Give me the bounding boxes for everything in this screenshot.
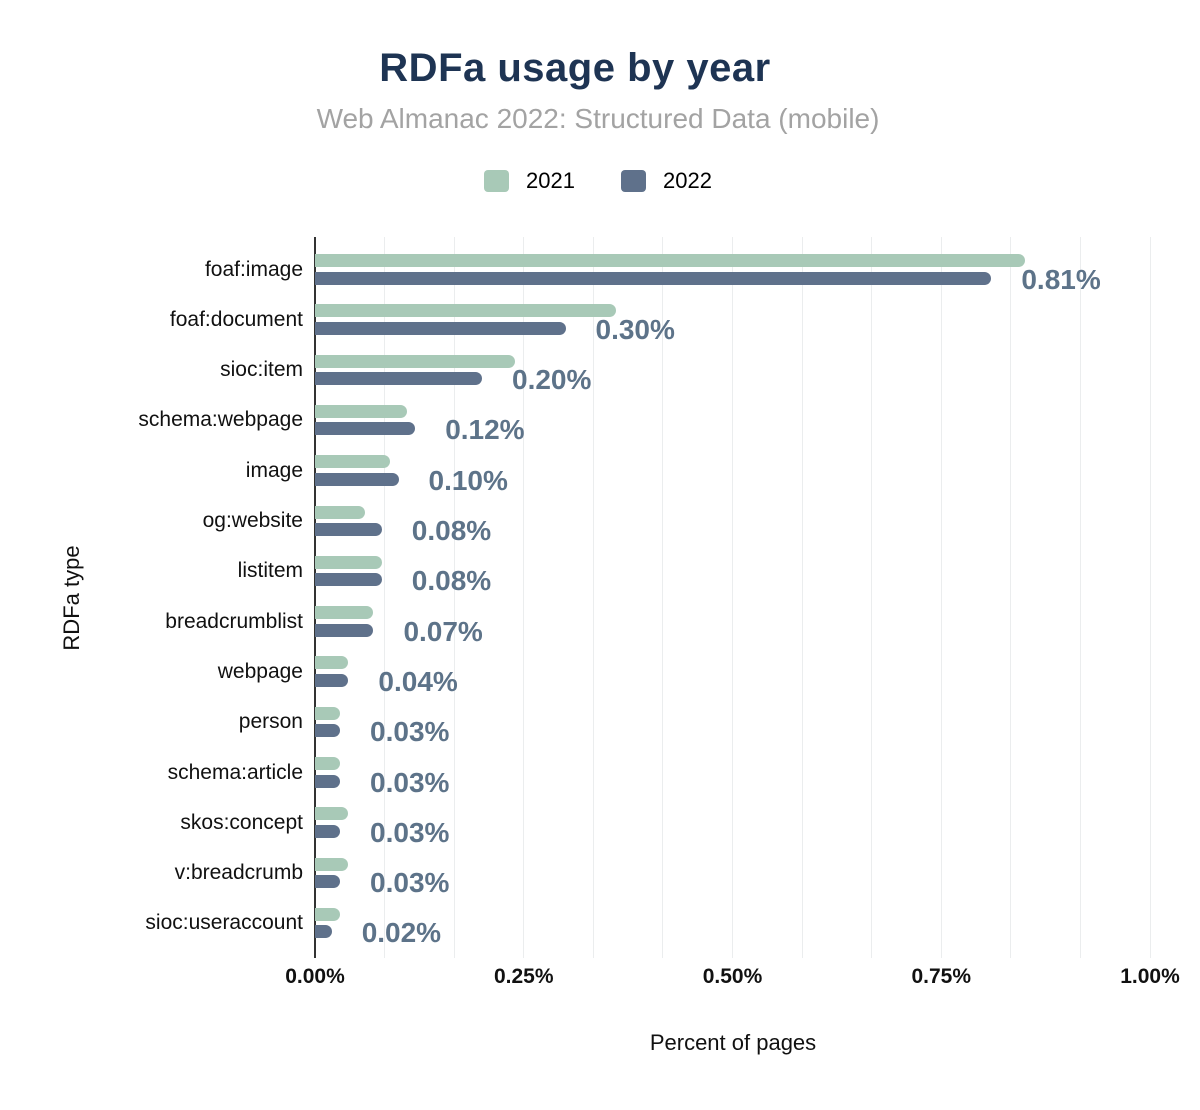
gridline bbox=[523, 237, 525, 958]
legend-item-2022[interactable]: 2022 bbox=[621, 168, 712, 194]
category-label: schema:webpage bbox=[138, 408, 303, 432]
bar-2021-foaf:image[interactable] bbox=[315, 254, 1025, 267]
value-label: 0.20% bbox=[512, 364, 592, 396]
bar-2021-schema:webpage[interactable] bbox=[315, 404, 407, 418]
category-label: sioc:useraccount bbox=[145, 911, 303, 935]
category-label: v:breadcrumb bbox=[174, 861, 303, 885]
gridline bbox=[384, 237, 386, 958]
legend-label-2022: 2022 bbox=[663, 168, 712, 193]
bar-2022-sioc:item[interactable] bbox=[315, 372, 482, 386]
gridline bbox=[732, 237, 733, 958]
category-label: listitem bbox=[237, 559, 303, 583]
x-tick-label: 1.00% bbox=[1120, 965, 1180, 988]
chart-subtitle: Web Almanac 2022: Structured Data (mobil… bbox=[316, 103, 880, 134]
value-label: 0.81% bbox=[1021, 263, 1101, 295]
bar-2022-skos:concept[interactable] bbox=[315, 824, 341, 838]
bar-2021-breadcrumblist[interactable] bbox=[315, 606, 374, 620]
value-label: 0.10% bbox=[428, 464, 508, 496]
bar-2022-og:website[interactable] bbox=[315, 523, 382, 536]
bar-2022-webpage[interactable] bbox=[315, 673, 349, 687]
bar-2021-listitem[interactable] bbox=[315, 555, 382, 569]
bar-2021-schema:article[interactable] bbox=[315, 757, 341, 770]
gridline bbox=[940, 237, 942, 958]
bar-2022-person[interactable] bbox=[315, 724, 341, 738]
gridline bbox=[1079, 237, 1081, 958]
category-label: foaf:document bbox=[169, 307, 303, 331]
plot-area: 0.81% 0.30% 0.20% 0.12% 0.10% 0.08% 0.08% 0.07%… bbox=[314, 237, 1151, 958]
category-label: webpage bbox=[217, 659, 303, 683]
bar-2021-sioc:item[interactable] bbox=[315, 354, 516, 368]
category-label: skos:concept bbox=[180, 810, 303, 834]
bar-2022-foaf:image[interactable] bbox=[315, 271, 992, 285]
bar-2021-v:breadcrumb[interactable] bbox=[315, 857, 349, 871]
value-label: 0.02% bbox=[361, 917, 442, 949]
x-axis-title: Percent of pages bbox=[649, 1030, 817, 1055]
value-label: 0.12% bbox=[445, 414, 525, 446]
category-label: og:website bbox=[202, 509, 303, 532]
bar-2022-listitem[interactable] bbox=[315, 573, 382, 587]
legend-item-2021[interactable]: 2021 bbox=[484, 168, 575, 194]
gridline bbox=[1010, 237, 1012, 958]
gridline bbox=[1149, 237, 1151, 958]
bar-2021-image[interactable] bbox=[315, 455, 391, 469]
gridline bbox=[662, 237, 664, 958]
bar-2021-person[interactable] bbox=[315, 706, 341, 720]
bar-2022-sioc:useraccount[interactable] bbox=[315, 925, 332, 939]
gridline bbox=[871, 237, 873, 958]
gridline bbox=[453, 237, 455, 958]
category-label: image bbox=[245, 458, 303, 482]
bar-2021-og:website[interactable] bbox=[315, 505, 366, 519]
category-label: sioc:item bbox=[220, 358, 303, 382]
bar-2022-v:breadcrumb[interactable] bbox=[315, 875, 341, 889]
chart-title: RDFa usage by year bbox=[379, 46, 771, 90]
bar-2021-skos:concept[interactable] bbox=[315, 807, 349, 821]
bar-2021-sioc:useraccount[interactable] bbox=[315, 907, 341, 921]
bar-2022-foaf:document[interactable] bbox=[315, 321, 566, 335]
category-label: foaf:image bbox=[204, 257, 303, 281]
legend-swatch-2022-icon bbox=[621, 170, 646, 192]
bar-2022-schema:article[interactable] bbox=[315, 774, 341, 788]
value-label: 0.08% bbox=[411, 515, 492, 546]
value-label: 0.03% bbox=[370, 867, 450, 899]
y-axis-line bbox=[314, 237, 316, 958]
value-label: 0.04% bbox=[378, 665, 458, 697]
value-label: 0.07% bbox=[403, 615, 483, 647]
bar-2022-image[interactable] bbox=[315, 472, 399, 486]
x-tick-label: 0.00% bbox=[285, 965, 345, 988]
value-label: 0.30% bbox=[595, 313, 675, 345]
category-label: breadcrumblist bbox=[165, 609, 303, 633]
bar-2021-webpage[interactable] bbox=[315, 656, 349, 670]
value-label: 0.03% bbox=[370, 816, 450, 848]
x-tick-label: 0.50% bbox=[702, 965, 763, 988]
bar-2022-breadcrumblist[interactable] bbox=[315, 623, 374, 637]
bar-2021-foaf:document[interactable] bbox=[315, 304, 616, 318]
value-label: 0.03% bbox=[370, 766, 450, 798]
x-tick-label: 0.75% bbox=[911, 965, 972, 988]
x-tick-label: 0.25% bbox=[493, 965, 554, 988]
category-label: schema:article bbox=[167, 760, 303, 784]
value-label: 0.08% bbox=[411, 565, 492, 597]
gridline bbox=[801, 237, 803, 958]
legend: 2021 2022 bbox=[0, 168, 1196, 194]
category-label: person bbox=[238, 710, 303, 734]
gridline bbox=[592, 237, 594, 958]
value-label: 0.03% bbox=[370, 716, 450, 748]
bar-2022-schema:webpage[interactable] bbox=[315, 422, 416, 436]
legend-label-2021: 2021 bbox=[526, 168, 575, 193]
legend-swatch-2021-icon bbox=[484, 170, 510, 192]
